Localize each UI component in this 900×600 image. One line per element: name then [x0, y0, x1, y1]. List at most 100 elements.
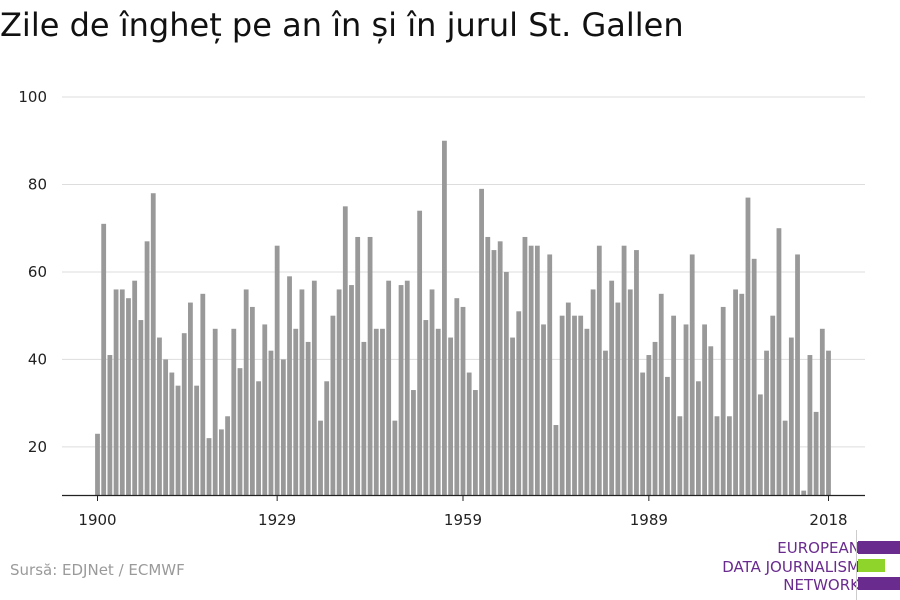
bar-1947 — [386, 280, 392, 495]
bar-2009 — [770, 315, 776, 495]
bar-1936 — [318, 420, 323, 495]
y-tick-label-20: 20 — [28, 438, 47, 456]
bar-1946 — [380, 328, 385, 495]
bar-1933 — [299, 289, 305, 495]
bar-1939 — [336, 289, 342, 495]
bar-2005 — [745, 197, 751, 495]
bar-1921 — [225, 416, 230, 495]
bar-1961 — [472, 390, 478, 495]
bar-1985 — [621, 245, 627, 495]
bar-1969 — [522, 236, 528, 495]
bar-2008 — [764, 350, 769, 495]
bar-1903 — [113, 289, 119, 495]
bar-1959 — [460, 306, 466, 495]
bar-1980 — [590, 289, 596, 495]
bar-1968 — [516, 311, 522, 495]
bar-1923 — [237, 368, 243, 495]
bar-1964 — [491, 250, 497, 495]
logo-line-network: NETWORK — [783, 576, 860, 594]
bar-1994 — [677, 416, 683, 495]
bar-1943 — [361, 341, 367, 495]
bar-1973 — [547, 254, 553, 495]
bar-1906 — [132, 280, 138, 495]
bar-1925 — [249, 306, 255, 495]
bar-1901 — [101, 223, 107, 495]
bar-1905 — [126, 298, 131, 495]
bar-2007 — [757, 394, 763, 495]
bar-2003 — [733, 289, 738, 495]
bar-1935 — [311, 280, 317, 495]
bar-1989 — [646, 355, 652, 495]
bar-1922 — [231, 328, 237, 495]
bar-1963 — [485, 236, 491, 495]
bar-2018 — [826, 350, 831, 495]
logo-line-european: EUROPEAN — [777, 539, 860, 557]
bar-1977 — [572, 315, 577, 495]
bar-1993 — [671, 315, 677, 495]
bar-2017 — [819, 328, 825, 495]
bar-2006 — [751, 258, 757, 495]
bar-1974 — [553, 425, 559, 495]
bar-2002 — [726, 416, 732, 495]
bar-1918 — [206, 438, 212, 495]
bar-1983 — [609, 280, 615, 495]
bar-1929 — [274, 245, 280, 495]
bar-1992 — [665, 376, 670, 495]
bar-1942 — [355, 236, 361, 495]
x-tick-label-1959: 1959 — [444, 511, 482, 529]
bar-2012 — [788, 337, 794, 495]
bar-1984 — [615, 302, 621, 495]
bar-2015 — [807, 355, 813, 495]
bar-1931 — [287, 276, 292, 495]
bar-1917 — [200, 293, 206, 495]
bar-1938 — [330, 315, 336, 495]
bar-1976 — [565, 302, 571, 495]
bar-1932 — [293, 328, 299, 495]
bar-1904 — [119, 289, 125, 495]
bar-1982 — [603, 350, 608, 495]
x-axis — [62, 494, 865, 501]
bar-1998 — [702, 324, 707, 495]
bar-1916 — [194, 385, 200, 495]
bar-1997 — [696, 381, 701, 495]
bar-1981 — [596, 245, 602, 495]
edjnet-logo: EUROPEAN DATA JOURNALISM NETWORK — [700, 530, 900, 600]
bar-1941 — [349, 285, 354, 495]
bar-2010 — [776, 228, 782, 495]
y-tick-label-100: 100 — [18, 88, 47, 106]
y-axis-tick-labels: 20 40 60 80 100 — [18, 88, 47, 456]
bar-2004 — [739, 293, 745, 495]
bar-1928 — [268, 350, 274, 495]
bar-2016 — [813, 411, 819, 495]
logo-line-data-journalism: DATA JOURNALISM — [722, 558, 860, 576]
bar-2013 — [795, 254, 800, 495]
logo-bar-top — [858, 541, 900, 554]
bar-1909 — [150, 193, 156, 495]
bar-1908 — [144, 241, 150, 495]
bar-1944 — [367, 236, 373, 495]
bar-1990 — [652, 341, 658, 495]
bar-1957 — [448, 337, 454, 495]
y-tick-label-80: 80 — [28, 175, 47, 193]
logo-bar-bottom — [858, 577, 900, 590]
bar-1949 — [398, 285, 404, 495]
x-axis-tick-labels: 1900 1929 1959 1989 2018 — [78, 511, 847, 529]
bar-1907 — [138, 320, 144, 495]
x-tick-label-2018: 2018 — [809, 511, 847, 529]
bar-1926 — [256, 381, 261, 495]
bar-1950 — [404, 280, 410, 495]
bar-1919 — [212, 328, 218, 495]
bar-1915 — [188, 302, 193, 495]
logo-divider — [856, 530, 857, 600]
bar-1967 — [510, 337, 515, 495]
bar-1914 — [181, 333, 187, 495]
bar-1927 — [262, 324, 268, 495]
bar-1955 — [435, 328, 441, 495]
bar-1940 — [342, 206, 348, 495]
bar-1962 — [479, 188, 484, 495]
bar-1991 — [658, 293, 664, 495]
bar-2001 — [720, 306, 726, 495]
bar-1953 — [423, 320, 429, 495]
